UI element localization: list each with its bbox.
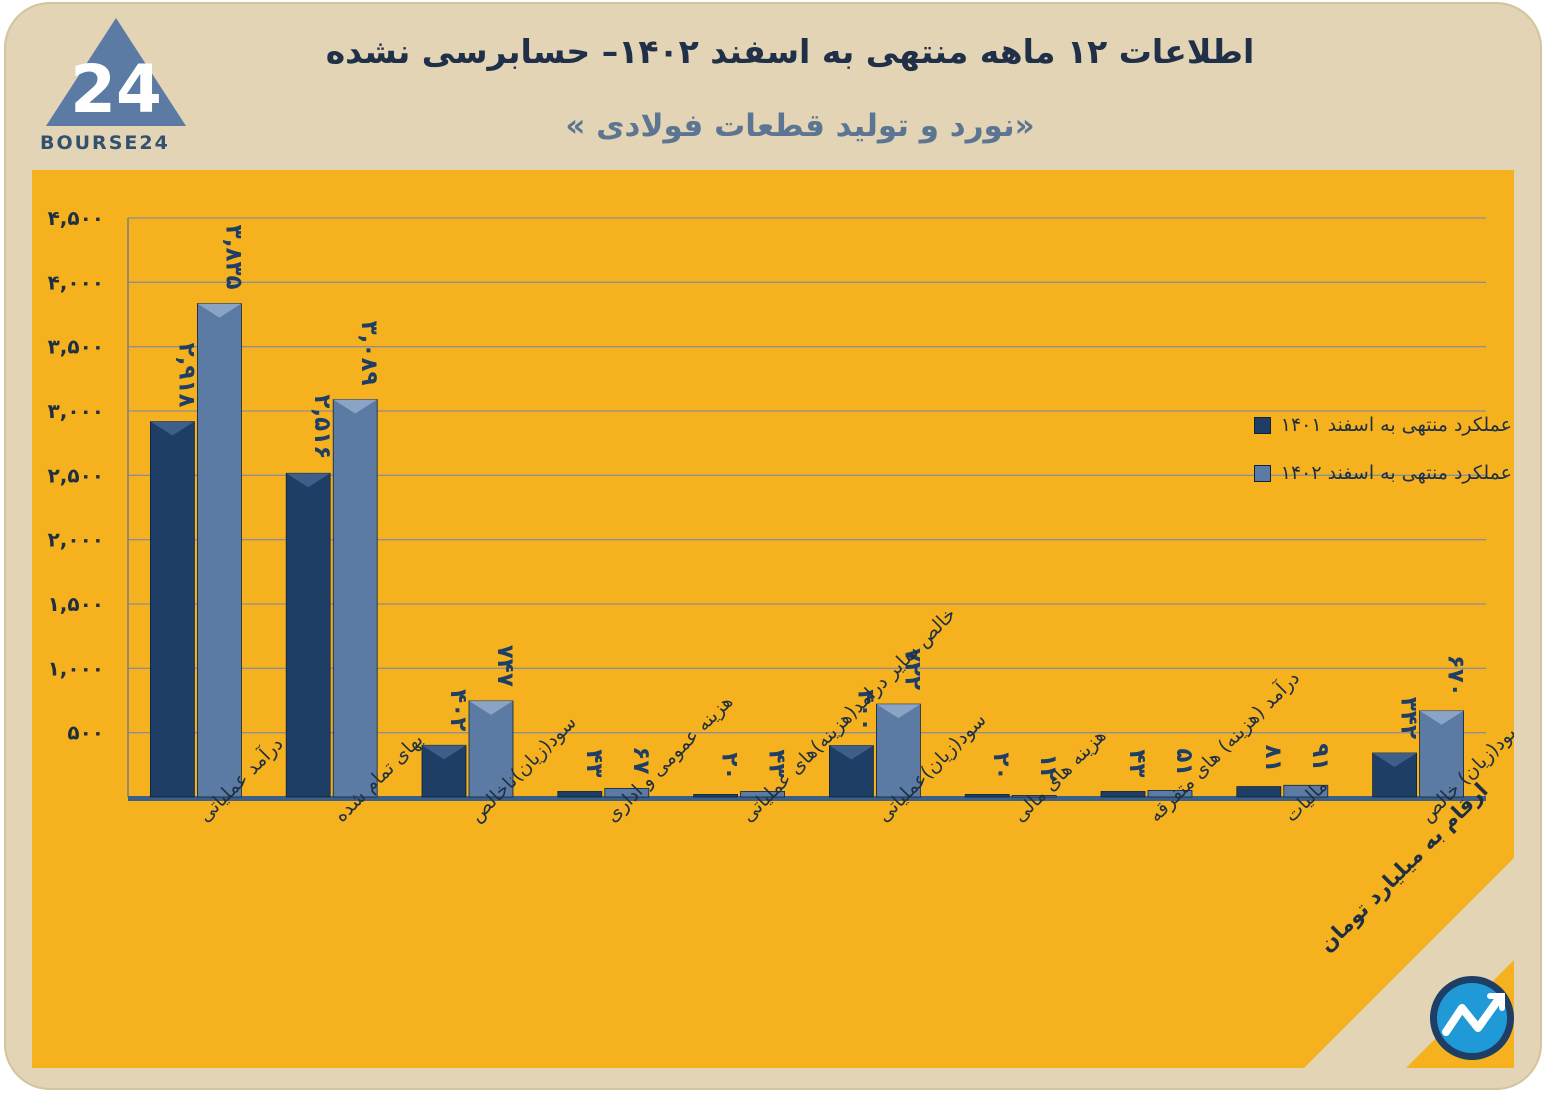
y-tick-label: ۱,۵۰۰ xyxy=(48,592,104,616)
bar-bevel xyxy=(469,700,513,715)
bar-1402-1 xyxy=(332,399,378,798)
x-category-label: هزینه های مالی xyxy=(1009,725,1111,827)
corner-decoration xyxy=(1304,858,1514,1068)
bar-1401-7 xyxy=(1100,791,1146,798)
bar-1402-0 xyxy=(196,303,242,798)
logo-text: BOURSE24 xyxy=(40,132,170,154)
bar-1402-3 xyxy=(604,787,650,798)
data-label: ۶۷ xyxy=(628,746,654,774)
y-axis: ۵۰۰ ۱,۰۰۰ ۱,۵۰۰ ۲,۰۰۰ ۲,۵۰۰ ۳,۰۰۰ ۳,۵۰۰ ۴,۰۰۰ ۴,… xyxy=(48,206,104,745)
bourse24-logo: 24 xyxy=(46,18,186,128)
data-label: ۱۲ xyxy=(1035,753,1061,781)
legend-swatch xyxy=(1253,464,1271,482)
data-label: ۷۲۲ xyxy=(899,648,925,690)
chart-subtitle: «نورد و تولید قطعات فولادی » xyxy=(565,108,1035,144)
bar-1402-7 xyxy=(1147,790,1193,798)
bar-chart: ۵۰۰ ۱,۰۰۰ ۱,۵۰۰ ۲,۰۰۰ ۲,۵۰۰ ۳,۰۰۰ ۳,۵۰۰ ۴,۰۰۰ ۴,… xyxy=(48,206,1514,1068)
legend-item-1402: عملکرد منتهی به اسفند ۱۴۰۲ xyxy=(1192,462,1512,484)
bar-bevel xyxy=(1419,710,1464,725)
data-label: ۴۰۲ xyxy=(445,689,471,731)
bar-bevel xyxy=(1372,752,1417,767)
data-label: ۳۴۲ xyxy=(1396,697,1422,739)
legend: عملکرد منتهی به اسفند ۱۴۰۱ عملکرد منتهی ب… xyxy=(1192,414,1512,510)
y-tick-label: ۲,۵۰۰ xyxy=(48,463,104,487)
chart-title: اطلاعات ۱۲ ماهه منتهی به اسفند ۱۴۰۲– حسا… xyxy=(325,32,1255,71)
bar-1401-1 xyxy=(285,472,331,798)
data-label: ۲,۹۱۸ xyxy=(173,343,199,408)
bar-1402-2 xyxy=(468,700,514,798)
data-label: ۵۱ xyxy=(1171,748,1197,776)
data-label: ۴۳ xyxy=(581,749,607,777)
data-label: ۲۰ xyxy=(988,752,1014,780)
bar-bevel xyxy=(829,745,874,760)
bar-bevel xyxy=(286,473,331,488)
chart-panel: ۵۰۰ ۱,۰۰۰ ۱,۵۰۰ ۲,۰۰۰ ۲,۵۰۰ ۳,۰۰۰ ۳,۵۰۰ ۴,۰۰۰ ۴,… xyxy=(32,170,1514,1068)
data-label: ۶۷۰ xyxy=(1443,655,1469,697)
bar-1402-4 xyxy=(740,791,785,798)
bar-1401-4 xyxy=(693,794,738,798)
bar-1401-5 xyxy=(829,745,874,798)
data-label: ۷۴۷ xyxy=(492,645,518,687)
y-tick-label: ۴,۵۰۰ xyxy=(48,206,104,230)
bar-bevel xyxy=(876,704,921,719)
bar-1401-0 xyxy=(150,421,195,798)
y-tick-label: ۳,۰۰۰ xyxy=(48,399,104,423)
bar-1401-8 xyxy=(1236,786,1282,798)
bar-1402-6 xyxy=(1011,795,1057,798)
data-label: ۲۰ xyxy=(717,752,743,780)
logo-mark: 24 xyxy=(70,51,162,128)
y-tick-label: ۳,۵۰۰ xyxy=(48,335,104,359)
y-tick-label: ۴,۰۰۰ xyxy=(48,270,104,294)
data-label: ۸۱ xyxy=(1260,744,1286,772)
bar-bevel xyxy=(422,745,466,760)
legend-swatch xyxy=(1253,416,1271,434)
legend-label: عملکرد منتهی به اسفند ۱۴۰۲ xyxy=(1280,462,1512,484)
data-label: ۴۰۰ xyxy=(852,689,878,731)
data-labels: ۲,۹۱۸ ۲,۵۱۶ ۴۰۲ ۴۳ ۲۰ ۴۰۰ ۲۰ ۴۳ ۸۱ ۳۴۲ ۳,۸۳۵ ۳,۰۸۹ ۷… xyxy=(173,225,1468,782)
bar-bevel xyxy=(150,421,195,436)
legend-item-1401: عملکرد منتهی به اسفند ۱۴۰۱ xyxy=(1192,414,1512,436)
y-tick-label: ۱,۰۰۰ xyxy=(48,656,104,680)
x-axis-line xyxy=(128,796,1486,801)
bar-1402-5 xyxy=(876,703,921,798)
bar-1402-8 xyxy=(1283,784,1329,798)
data-label: ۴۳ xyxy=(764,749,790,777)
bar-1401-6 xyxy=(964,794,1010,798)
bars xyxy=(150,303,1464,798)
y-tick-label: ۵۰۰ xyxy=(67,721,104,745)
y-tick-label: ۲,۰۰۰ xyxy=(48,528,104,552)
data-label: ۳,۰۸۹ xyxy=(356,321,382,386)
bar-bevel xyxy=(333,399,378,414)
data-label: ۹۱ xyxy=(1307,743,1333,771)
data-label: ۴۳ xyxy=(1124,749,1150,777)
bar-1401-3 xyxy=(557,791,603,798)
legend-label: عملکرد منتهی به اسفند ۱۴۰۱ xyxy=(1280,414,1512,436)
data-label: ۳,۸۳۵ xyxy=(220,225,246,290)
bar-bevel xyxy=(197,303,242,318)
data-label: ۲,۵۱۶ xyxy=(309,394,335,459)
